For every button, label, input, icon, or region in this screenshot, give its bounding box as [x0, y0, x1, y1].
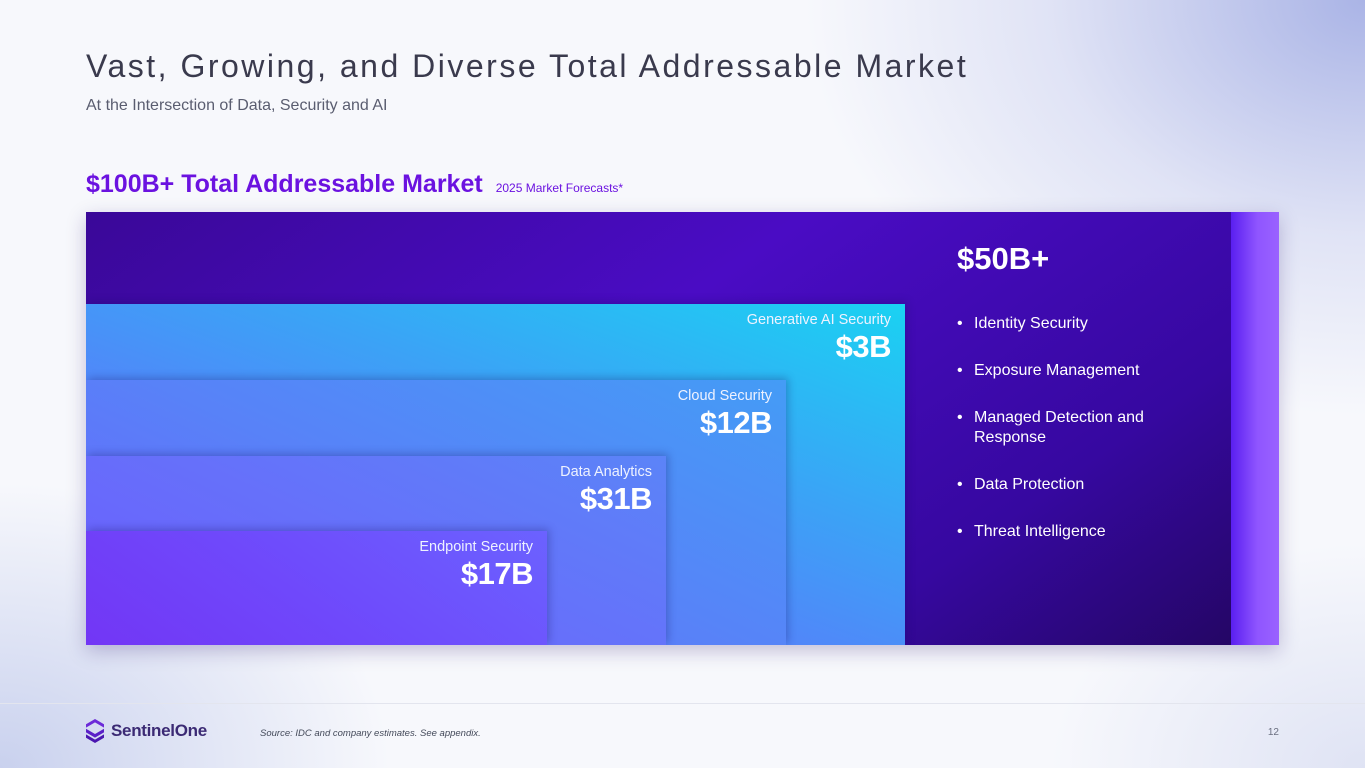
list-item-label: Data Protection: [974, 476, 1085, 493]
tam-diagram: Generative AI Security $3B Cloud Securit…: [86, 212, 1279, 645]
bullet-icon: •: [957, 523, 963, 540]
tam-heading: $100B+ Total Addressable Market 2025 Mar…: [86, 170, 623, 199]
list-item: • Managed Detection and Response: [957, 408, 1144, 448]
brand-name: SentinelOne: [111, 721, 207, 740]
other-markets-value: $50B+: [957, 241, 1050, 276]
list-item-label: Exposure Management: [974, 362, 1140, 379]
segment-value: $12B: [699, 405, 773, 440]
footer-divider: [0, 703, 1365, 704]
other-markets-list: • Identity Security • Exposure Management …: [957, 314, 1144, 569]
list-item: • Data Protection: [957, 475, 1144, 495]
page-number: 12: [1267, 727, 1279, 738]
list-item-label: Threat Intelligence: [974, 523, 1106, 540]
segment-value: $31B: [579, 481, 653, 516]
sentinelone-logo: SentinelOne: [85, 718, 207, 744]
list-item: • Threat Intelligence: [957, 522, 1144, 542]
segment-value: $3B: [835, 329, 892, 364]
bullet-icon: •: [957, 476, 963, 493]
slide-subtitle: At the Intersection of Data, Security an…: [86, 97, 388, 114]
segment-label: Data Analytics $31B: [560, 464, 652, 517]
segment-name: Generative AI Security: [746, 312, 891, 328]
slide-title: Vast, Growing, and Diverse Total Address…: [86, 48, 969, 84]
segment-name: Endpoint Security: [419, 539, 533, 555]
sentinelone-logo-icon: [86, 719, 104, 743]
segment-label: Cloud Security $12B: [677, 388, 773, 441]
segment-value: $17B: [460, 556, 534, 591]
list-item: • Identity Security: [957, 314, 1144, 334]
segment-label: Generative AI Security $3B: [746, 312, 892, 365]
tam-total-label: $100B+ Total Addressable Market: [86, 170, 483, 198]
bullet-icon: •: [957, 362, 963, 379]
list-item-label: Identity Security: [974, 315, 1088, 332]
tam-forecast-note: 2025 Market Forecasts*: [495, 181, 624, 195]
segment-name: Cloud Security: [677, 388, 772, 404]
segment-name: Data Analytics: [560, 464, 652, 480]
bullet-icon: •: [957, 409, 963, 426]
list-item: • Exposure Management: [957, 361, 1144, 381]
list-item-label: Managed Detection and Response: [974, 409, 1144, 446]
source-note: Source: IDC and company estimates. See a…: [260, 728, 481, 739]
segment-label: Endpoint Security $17B: [419, 539, 533, 592]
bullet-icon: •: [957, 315, 963, 332]
segment-endpoint-security: Endpoint Security $17B: [86, 531, 547, 645]
panel-edge-decoration: [1231, 212, 1279, 645]
